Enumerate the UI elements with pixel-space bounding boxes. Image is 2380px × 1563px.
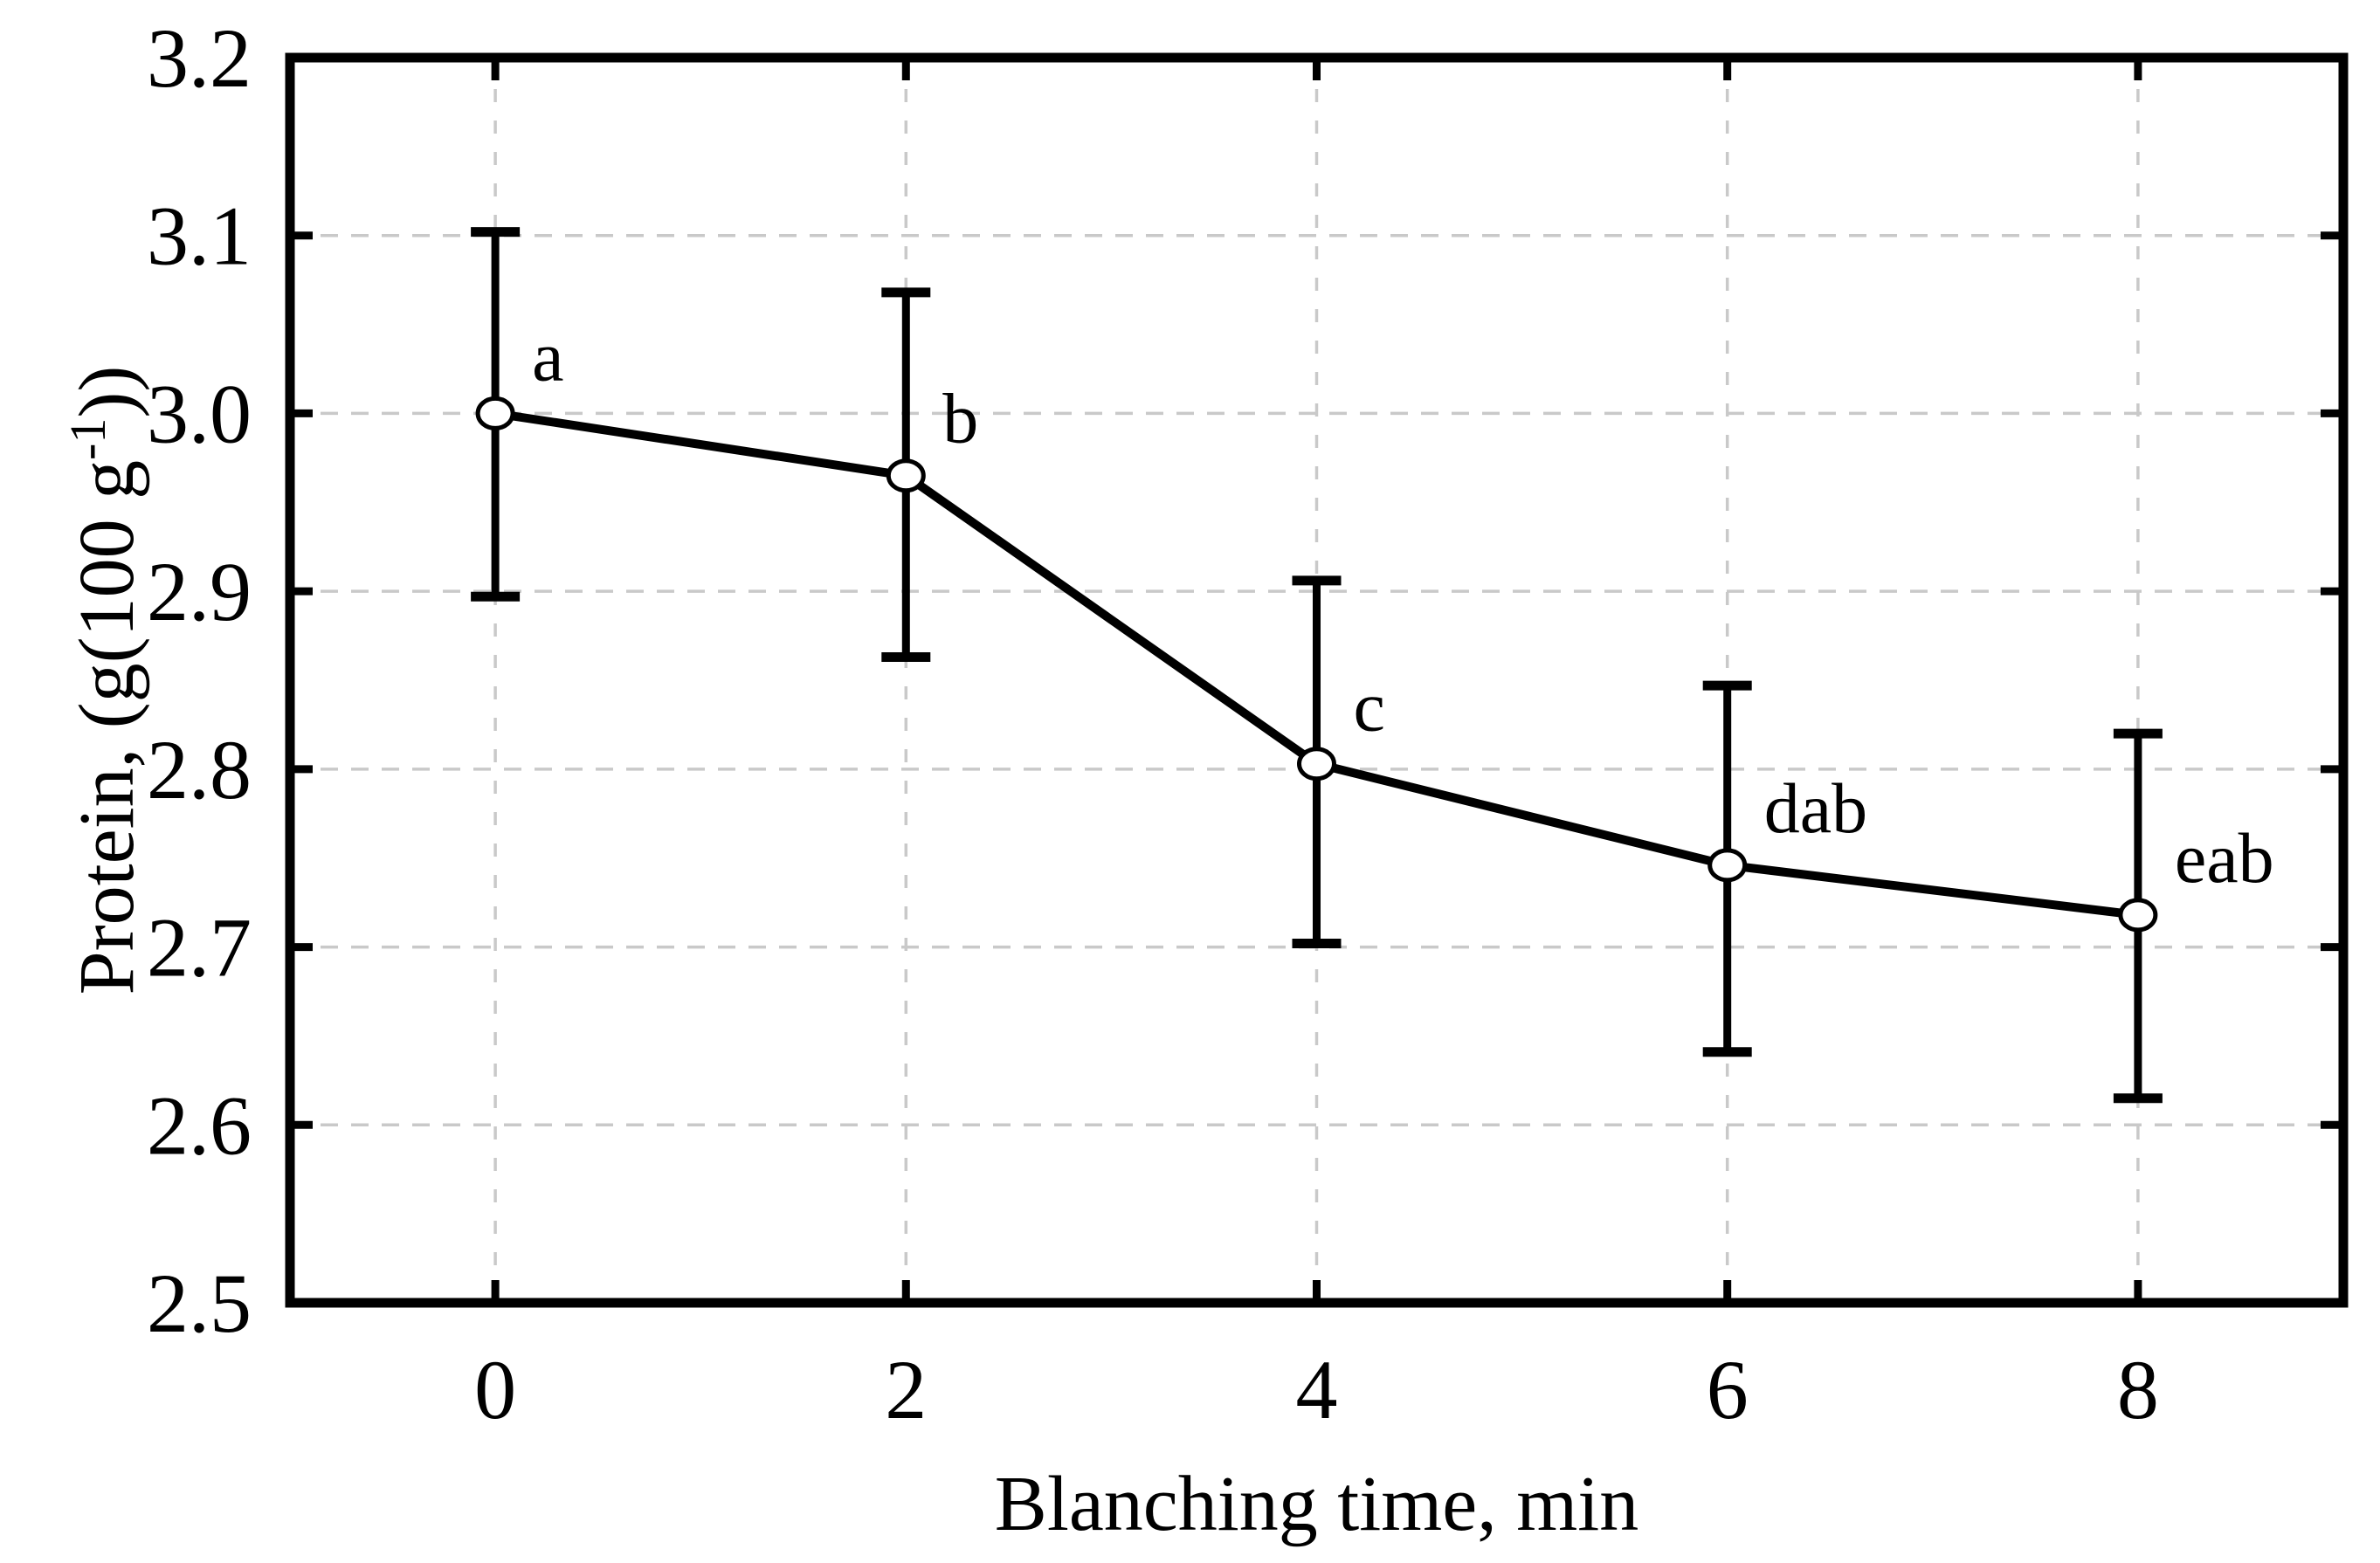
y-tick-label: 2.7 xyxy=(147,901,252,995)
data-point-marker xyxy=(1297,747,1336,782)
y-tick-label: 3.1 xyxy=(147,189,252,283)
x-tick-label: 4 xyxy=(1296,1343,1338,1436)
x-tick-label: 0 xyxy=(474,1343,516,1436)
data-point-marker xyxy=(1707,848,1748,883)
y-tick-label: 2.8 xyxy=(147,723,252,816)
y-axis-title: Protein, (g(100 g-1)) xyxy=(59,366,150,995)
point-label: a xyxy=(532,316,563,396)
y-tick-label: 2.5 xyxy=(147,1257,252,1350)
x-tick-label: 2 xyxy=(885,1343,927,1436)
x-tick-label: 6 xyxy=(1707,1343,1749,1436)
data-point-marker xyxy=(886,458,926,493)
point-label: c xyxy=(1354,667,1385,747)
data-point-marker xyxy=(2118,898,2158,933)
point-label: eab xyxy=(2175,818,2274,898)
x-tick-label: 8 xyxy=(2117,1343,2159,1436)
y-tick-label: 2.9 xyxy=(147,545,252,638)
point-label: b xyxy=(942,379,978,458)
point-label: dab xyxy=(1764,768,1867,848)
y-tick-label: 2.6 xyxy=(147,1078,252,1172)
x-axis-title: Blanching time, min xyxy=(995,1461,1638,1547)
y-tick-label: 3.0 xyxy=(147,367,252,460)
data-point-marker xyxy=(475,396,515,430)
y-tick-label: 3.2 xyxy=(147,11,252,105)
